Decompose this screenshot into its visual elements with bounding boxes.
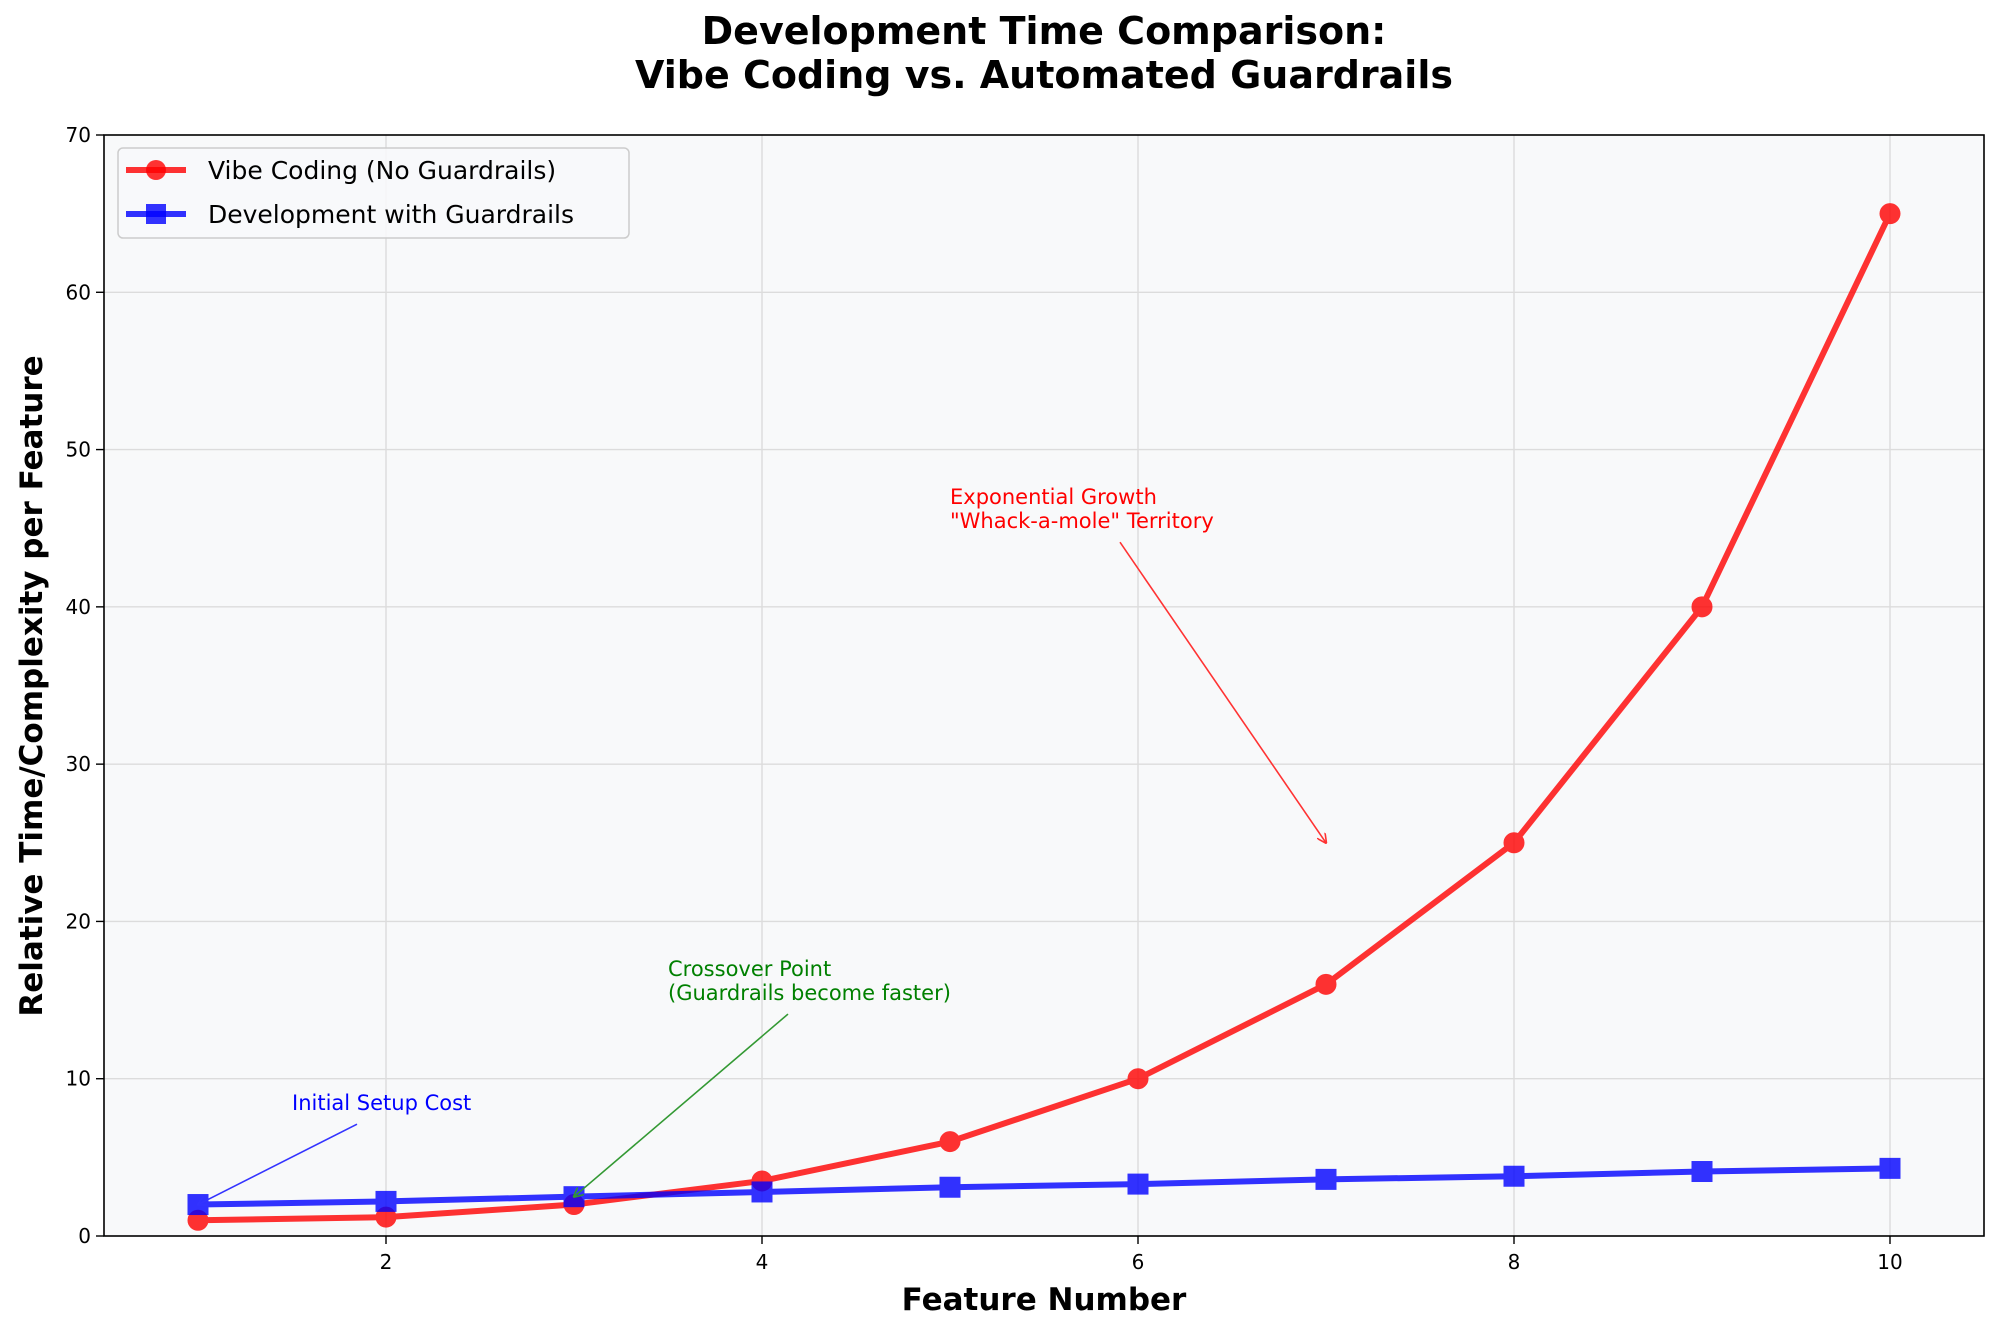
y-axis-ticks: 0 10 20 30 40 50 60 70 [66,123,104,1248]
annotation-text: (Guardrails become faster) [668,981,951,1005]
y-tick-label: 20 [66,909,91,933]
annotations: Initial Setup Cost Crossover Point(Guardr… [198,485,1326,1204]
x-tick-label: 8 [1508,1250,1521,1274]
legend-item: Development with Guardrails [126,200,574,229]
data-point [1315,973,1337,995]
axes-frame [103,134,1985,1237]
plot-area [104,135,1984,1236]
y-tick-label: 0 [78,1224,91,1248]
annotation-text: Initial Setup Cost [292,1091,471,1115]
y-tick-label: 10 [66,1067,91,1091]
data-point [1127,1068,1149,1090]
x-tick-label: 6 [1132,1250,1145,1274]
chart-title: Development Time Comparison: Vibe Coding… [635,9,1453,97]
data-point [939,1131,961,1153]
data-point [375,1190,397,1212]
data-point [1127,1173,1149,1195]
data-point [1691,1161,1713,1183]
data-point [1315,1168,1337,1190]
svg-text:Development Time Comparison:: Development Time Comparison: [702,9,1387,53]
legend-label: Vibe Coding (No Guardrails) [208,156,556,185]
data-point [1691,596,1713,618]
x-axis-label: Feature Number [902,1282,1187,1318]
annotation: Crossover Point(Guardrails become faster… [574,957,951,1197]
y-tick-label: 50 [66,438,91,462]
y-tick-label: 60 [66,280,91,304]
annotation-arrow [1119,541,1326,843]
annotation-arrow [574,1013,789,1197]
data-point [751,1181,773,1203]
annotation-text: "Whack-a-mole" Territory [950,509,1214,533]
x-axis-ticks: 2 4 6 8 10 [380,1236,1903,1274]
data-point [939,1176,961,1198]
grid-lines [104,135,1984,1236]
annotation-text: Crossover Point [668,957,831,981]
x-tick-label: 10 [1877,1250,1902,1274]
legend: Vibe Coding (No Guardrails) Development w… [117,147,630,239]
annotation: Exponential Growth"Whack-a-mole" Territo… [950,485,1326,843]
data-point [1503,832,1525,854]
data-point [1879,203,1901,225]
y-tick-label: 30 [66,752,91,776]
x-tick-label: 2 [380,1250,393,1274]
x-tick-label: 4 [756,1250,769,1274]
annotation-text: Exponential Growth [950,485,1157,509]
y-axis-label: Relative Time/Complexity per Feature [14,355,50,1016]
y-tick-label: 70 [66,123,91,147]
annotation: Initial Setup Cost [198,1091,471,1204]
annotation-arrow [198,1123,358,1204]
data-point [1503,1165,1525,1187]
y-tick-label: 40 [66,595,91,619]
data-point [1879,1157,1901,1179]
legend-item: Vibe Coding (No Guardrails) [126,156,556,185]
legend-label: Development with Guardrails [208,200,574,229]
svg-text:Vibe Coding vs. Automated Guar: Vibe Coding vs. Automated Guardrails [635,53,1453,97]
